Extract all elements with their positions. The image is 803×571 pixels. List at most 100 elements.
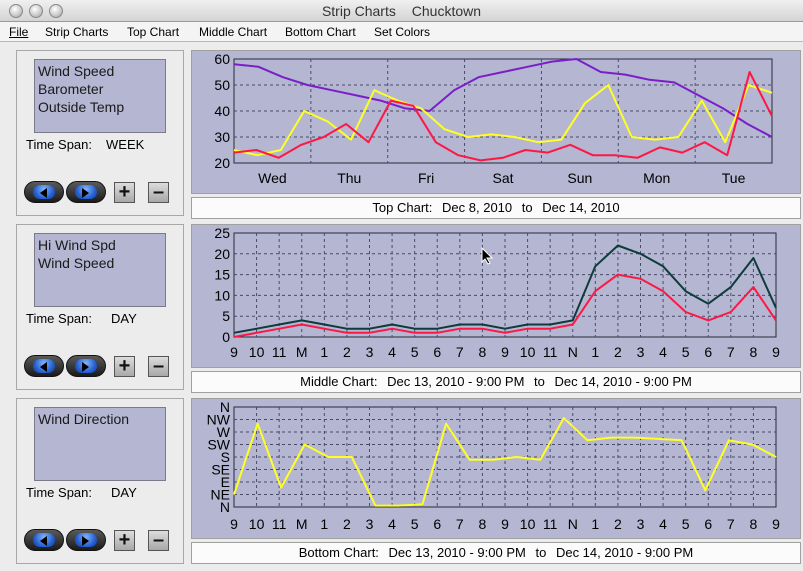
series-list[interactable]: Hi Wind Spd Wind Speed [34,233,166,307]
zoom-out-button[interactable]: – [148,356,169,377]
y-tick-label: N [220,399,230,415]
x-tick-label: 4 [388,516,396,532]
x-tick-label: 4 [388,344,396,360]
x-tick-label: 2 [343,344,351,360]
x-tick-label: 1 [591,344,599,360]
series-line-yellow [233,84,773,157]
bottom-chart[interactable]: N NW W SW S SE E NE N 9 10 11 M 1 2 3 4 5 6 7 8 9 10 11 N 1 2 3 4 5 6 7… [191,398,801,539]
x-tick-label: 1 [591,516,599,532]
caption-label: Middle Chart: [300,374,378,389]
series-item[interactable]: Wind Speed [38,63,115,79]
menu-strip-charts[interactable]: Strip Charts [45,25,109,39]
top-chart[interactable]: 60 50 40 30 20 Wed Thu Fri Sat Sun Mon Tue [191,50,801,194]
x-tick-label: 9 [230,516,238,532]
top-chart-caption: Top Chart: Dec 8, 2010 to Dec 14, 2010 [191,197,801,219]
top-chart-plot: 60 50 40 30 20 Wed Thu Fri Sat Sun Mon Tue [214,51,773,186]
time-span-value[interactable]: WEEK [106,137,145,152]
zoom-in-button[interactable]: + [114,356,135,377]
time-span-label: Time Span: [26,485,92,500]
menu-bar: File Strip Charts Top Chart Middle Chart… [0,22,803,42]
x-tick-label: 9 [501,344,509,360]
series-item[interactable]: Wind Direction [38,411,130,427]
zoom-out-button[interactable]: – [148,182,169,203]
y-tick-label: 15 [214,267,230,283]
x-tick-label: Tue [722,170,746,186]
y-tick-label: 0 [222,329,230,345]
series-item[interactable]: Barometer [38,81,104,97]
x-tick-label: 8 [479,344,487,360]
x-tick-label: 11 [543,516,558,532]
caption-to: Dec 14, 2010 [542,200,620,215]
x-tick-label: 9 [772,516,780,532]
zoom-out-button[interactable]: – [148,530,169,551]
middle-chart-controls: Hi Wind Spd Wind Speed Time Span: DAY + … [16,224,184,390]
zoom-in-button[interactable]: + [114,530,135,551]
middle-chart[interactable]: 25 20 15 10 5 0 9 10 11 M 1 2 3 4 5 6 7 8 9 10 11 N 1 2 3 4 5 6 7 8 9 [191,224,801,368]
time-span-label: Time Span: [26,311,92,326]
series-item[interactable]: Hi Wind Spd [38,237,116,253]
middle-chart-caption: Middle Chart: Dec 13, 2010 - 9:00 PM to … [191,371,801,393]
caption-to-word: to [535,545,547,560]
x-tick-label: N [568,516,578,532]
series-item[interactable]: Wind Speed [38,255,115,271]
menu-top-chart[interactable]: Top Chart [127,25,180,39]
x-tick-label: 3 [366,516,374,532]
series-list[interactable]: Wind Direction [34,407,166,481]
x-tick-label: 10 [520,516,536,532]
y-tick-label: N [220,499,230,515]
minimize-window-button[interactable] [29,4,43,18]
scroll-forward-button[interactable] [66,181,106,203]
y-tick-label: 25 [214,225,230,241]
time-span-value[interactable]: DAY [111,485,137,500]
x-tick-label: 2 [343,516,351,532]
scroll-back-button[interactable] [24,355,64,377]
right-arrow-icon [82,536,89,546]
caption-to: Dec 14, 2010 - 9:00 PM [555,545,694,560]
menu-middle-chart[interactable]: Middle Chart [199,25,268,39]
time-span-value[interactable]: DAY [111,311,137,326]
menu-file[interactable]: File [9,25,29,39]
y-tick-label: SW [207,437,230,453]
close-window-button[interactable] [9,4,23,18]
y-tick-label: 60 [214,51,230,67]
x-tick-label: 2 [614,516,622,532]
x-tick-label: 10 [249,516,265,532]
x-tick-label: M [296,516,308,532]
menu-bottom-chart[interactable]: Bottom Chart [285,25,356,39]
scroll-forward-button[interactable] [66,529,106,551]
y-tick-label: 5 [222,308,230,324]
time-span-label: Time Span: [26,137,92,152]
x-tick-label: 10 [249,344,265,360]
x-tick-label: Thu [337,170,361,186]
y-tick-label: 20 [214,246,230,262]
caption-to-word: to [534,374,545,389]
caption-to: Dec 14, 2010 - 9:00 PM [554,374,692,389]
y-tick-label: S [221,449,230,465]
x-tick-label: 6 [433,344,441,360]
x-tick-label: 6 [704,516,712,532]
y-tick-label: 40 [214,103,230,119]
x-tick-label: 10 [520,344,536,360]
caption-from: Dec 13, 2010 - 9:00 PM [388,545,526,560]
x-tick-label: Sun [567,170,592,186]
x-tick-label: 3 [366,344,374,360]
x-tick-label: 5 [411,344,419,360]
x-tick-label: 3 [637,344,645,360]
right-arrow-icon [82,188,89,198]
series-item[interactable]: Outside Temp [38,99,125,115]
scroll-back-button[interactable] [24,529,64,551]
x-tick-label: 8 [479,516,487,532]
caption-from: Dec 8, 2010 [442,200,513,215]
zoom-in-button[interactable]: + [114,182,135,203]
x-tick-label: 9 [772,344,780,360]
x-tick-label: 5 [682,344,690,360]
left-arrow-icon [40,362,47,372]
menu-set-colors[interactable]: Set Colors [374,25,431,39]
scroll-forward-button[interactable] [66,355,106,377]
scroll-back-button[interactable] [24,181,64,203]
y-tick-label: 50 [214,77,230,93]
y-tick-label: SE [211,462,230,478]
zoom-window-button[interactable] [49,4,63,18]
series-list[interactable]: Wind Speed Barometer Outside Temp [34,59,166,133]
